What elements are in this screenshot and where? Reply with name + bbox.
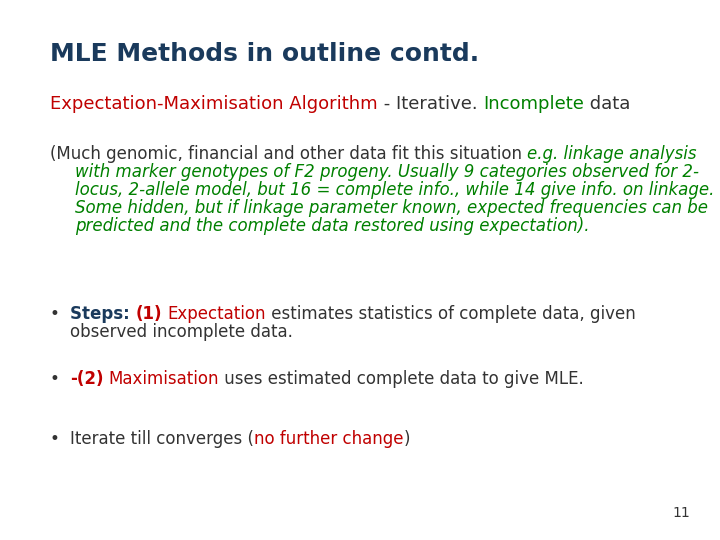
Text: locus, 2-allele model, but 16 = complete info., while 14 give info. on linkage.: locus, 2-allele model, but 16 = complete…: [75, 181, 714, 199]
Text: •: •: [50, 370, 60, 388]
Text: Expectation-Maximisation Algorithm: Expectation-Maximisation Algorithm: [50, 95, 377, 113]
Text: Some hidden, but if linkage parameter known, expected frequencies can be: Some hidden, but if linkage parameter kn…: [75, 199, 708, 217]
Text: 11: 11: [672, 506, 690, 520]
Text: with marker genotypes of F2 progeny. Usually 9 categories observed for 2-: with marker genotypes of F2 progeny. Usu…: [75, 163, 699, 181]
Text: estimates statistics of complete data, given: estimates statistics of complete data, g…: [266, 305, 636, 323]
Text: -(2): -(2): [70, 370, 104, 388]
Text: ): ): [403, 430, 410, 448]
Text: (Much genomic, financial and other data fit this situation: (Much genomic, financial and other data …: [50, 145, 527, 163]
Text: uses estimated complete data to give MLE.: uses estimated complete data to give MLE…: [220, 370, 584, 388]
Text: •: •: [50, 305, 60, 323]
Text: e.g. linkage analysis: e.g. linkage analysis: [527, 145, 697, 163]
Text: Maximisation: Maximisation: [109, 370, 220, 388]
Text: Steps:: Steps:: [70, 305, 135, 323]
Text: data: data: [584, 95, 630, 113]
Text: Incomplete: Incomplete: [483, 95, 584, 113]
Text: - Iterative.: - Iterative.: [377, 95, 483, 113]
Text: Expectation: Expectation: [167, 305, 266, 323]
Text: Iterate till converges (: Iterate till converges (: [70, 430, 254, 448]
Text: no further change: no further change: [254, 430, 403, 448]
Text: predicted and the complete data restored using expectation).: predicted and the complete data restored…: [75, 217, 590, 235]
Text: observed incomplete data.: observed incomplete data.: [70, 323, 293, 341]
Text: MLE Methods in outline contd.: MLE Methods in outline contd.: [50, 42, 479, 66]
Text: •: •: [50, 430, 60, 448]
Text: (1): (1): [135, 305, 162, 323]
